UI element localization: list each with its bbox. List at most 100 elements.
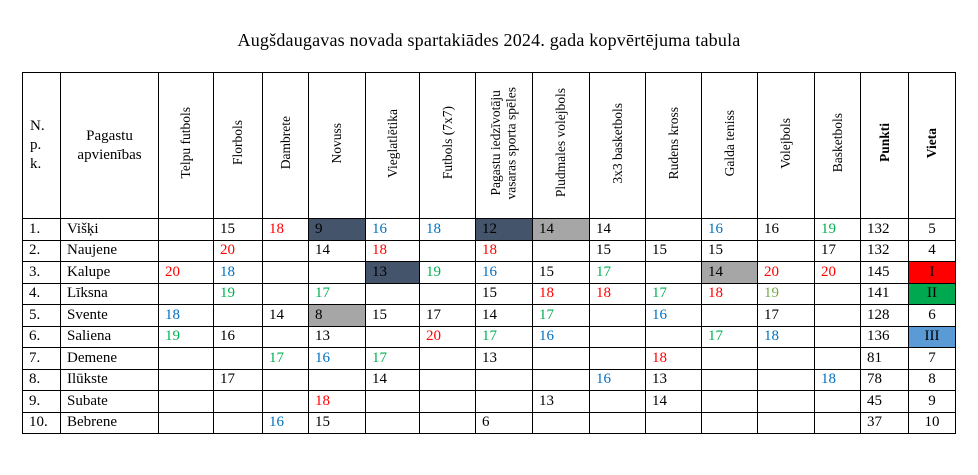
pagasts-name-cell: Demene	[60, 347, 159, 370]
score-cell	[262, 282, 309, 305]
score-cell: 18	[365, 239, 420, 262]
col-header-sport-label: Novuss	[329, 122, 345, 164]
punkti-cell: 136	[860, 325, 909, 348]
pagasts-name-cell: Līksna	[60, 282, 159, 305]
score-cell	[814, 325, 861, 348]
score-cell: 17	[757, 304, 815, 327]
score-cell: 15	[213, 218, 263, 241]
score-cell: 20	[213, 239, 263, 262]
score-cell	[701, 368, 758, 391]
score-cell	[475, 368, 533, 391]
score-cell: 9	[308, 218, 366, 241]
col-header-punkti-label: Punkti	[876, 123, 892, 163]
score-cell: 19	[814, 218, 861, 241]
score-cell: 8	[308, 304, 366, 327]
score-cell	[365, 325, 420, 348]
col-header-sport: Volejbols	[757, 72, 815, 219]
score-cell: 13	[532, 390, 590, 413]
score-cell	[701, 304, 758, 327]
score-cell: 18	[158, 304, 214, 327]
vieta-cell: 8	[908, 368, 956, 391]
punkti-cell: 78	[860, 368, 909, 391]
col-header-sport: Galda teniss	[701, 72, 758, 219]
pagasts-name-cell: Naujene	[60, 239, 159, 262]
score-cell	[213, 304, 263, 327]
score-cell	[419, 282, 476, 305]
score-cell: 18	[645, 347, 702, 370]
table-row: 4. Līksna 19 17 15 18 18 17 18 19 141 II	[22, 282, 956, 305]
col-header-sport-label: Dambrete	[277, 116, 293, 170]
col-header-sport: Pludmales volejbols	[532, 72, 590, 219]
score-cell: 17	[365, 347, 420, 370]
score-cell: 18	[814, 368, 861, 391]
col-header-sport-label: Pludmales volejbols	[553, 88, 569, 198]
score-cell	[158, 239, 214, 262]
score-cell	[213, 411, 263, 434]
score-cell	[757, 368, 815, 391]
npk-cell: 1.	[22, 218, 61, 241]
score-cell: 14	[701, 261, 758, 284]
col-header-sport-label: Galda teniss	[721, 109, 737, 177]
col-header-sport-label: Vieglatlētika	[384, 108, 400, 178]
table-row: 7. Demene 17 16 17 13 18 81 7	[22, 347, 956, 370]
score-cell: 16	[475, 261, 533, 284]
score-cell: 20	[158, 261, 214, 284]
score-cell	[262, 261, 309, 284]
punkti-cell: 45	[860, 390, 909, 413]
score-cell: 20	[757, 261, 815, 284]
score-cell	[419, 390, 476, 413]
score-cell: 17	[814, 239, 861, 262]
score-cell: 14	[262, 304, 309, 327]
score-cell	[701, 390, 758, 413]
score-cell	[158, 368, 214, 391]
table-row: 6. Saliena 19 16 13 20 17 16 17 18 136 III	[22, 325, 956, 348]
vieta-cell: 6	[908, 304, 956, 327]
npk-cell: 3.	[22, 261, 61, 284]
table-row: 1. Višķi 15 18 9 16 18 12 14 14 16 16 19 132 5	[22, 218, 956, 241]
score-cell	[645, 218, 702, 241]
score-cell	[262, 390, 309, 413]
score-cell: 16	[589, 368, 646, 391]
score-cell: 13	[365, 261, 420, 284]
score-cell: 20	[814, 261, 861, 284]
score-cell	[814, 282, 861, 305]
score-cell	[158, 390, 214, 413]
npk-cell: 9.	[22, 390, 61, 413]
score-cell	[308, 368, 366, 391]
pagasts-name-cell: Bebrene	[60, 411, 159, 434]
punkti-cell: 37	[860, 411, 909, 434]
score-cell	[213, 347, 263, 370]
col-header-sport: Florbols	[213, 72, 263, 219]
score-cell: 18	[532, 282, 590, 305]
score-cell: 18	[213, 261, 263, 284]
score-cell: 14	[645, 390, 702, 413]
score-cell	[158, 347, 214, 370]
score-cell	[475, 390, 533, 413]
score-cell	[645, 325, 702, 348]
npk-cell: 5.	[22, 304, 61, 327]
col-header-sport-label: Futbols (7x7)	[439, 106, 455, 180]
score-cell	[701, 411, 758, 434]
vieta-cell: 7	[908, 347, 956, 370]
score-cell: 18	[262, 218, 309, 241]
score-cell: 18	[757, 325, 815, 348]
table-row: 9. Subate 18 13 14 45 9	[22, 390, 956, 413]
col-header-sport: 3x3 basketbols	[589, 72, 646, 219]
punkti-cell: 81	[860, 347, 909, 370]
score-cell: 19	[158, 325, 214, 348]
col-header-sport-label: Pagastu iedzīvotāju vasaras sporta spēle…	[488, 86, 519, 200]
col-header-sport-label: 3x3 basketbols	[609, 102, 625, 184]
score-cell: 17	[419, 304, 476, 327]
col-header-sport-label: Volejbols	[778, 117, 794, 169]
table-row: 5. Svente 18 14 8 15 17 14 17 16 17 128 6	[22, 304, 956, 327]
col-header-sport-label: Telpu futbols	[178, 107, 194, 179]
vieta-cell: 4	[908, 239, 956, 262]
npk-cell: 8.	[22, 368, 61, 391]
score-cell	[532, 347, 590, 370]
score-cell	[532, 368, 590, 391]
score-cell: 18	[419, 218, 476, 241]
vieta-cell: 10	[908, 411, 956, 434]
score-cell: 17	[645, 282, 702, 305]
score-cell	[262, 239, 309, 262]
score-cell	[645, 261, 702, 284]
